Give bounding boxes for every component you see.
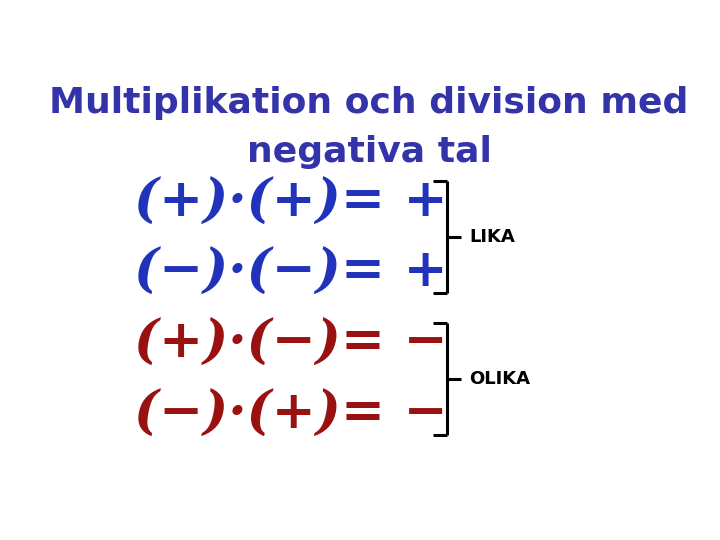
- Text: (−)·(+)= −: (−)·(+)= −: [134, 389, 448, 440]
- Text: (+)·(+)= +: (+)·(+)= +: [134, 177, 448, 227]
- Text: (+)·(−)= −: (+)·(−)= −: [134, 318, 448, 369]
- Text: negativa tal: negativa tal: [246, 136, 492, 170]
- Text: Multiplikation och division med: Multiplikation och division med: [49, 85, 689, 119]
- Text: (−)·(−)= +: (−)·(−)= +: [134, 247, 448, 298]
- Text: OLIKA: OLIKA: [469, 370, 531, 388]
- Text: LIKA: LIKA: [469, 228, 516, 246]
